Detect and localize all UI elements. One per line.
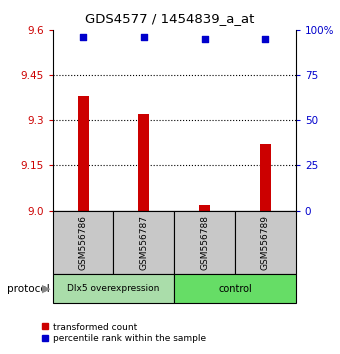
Text: ▶: ▶ (42, 284, 50, 293)
Bar (114, 211, 174, 274)
Bar (260, 144, 271, 211)
Bar (53, 274, 174, 303)
Text: GSM556786: GSM556786 (79, 215, 88, 270)
Point (80, 34, 86, 40)
Text: protocol: protocol (7, 284, 50, 293)
Bar (138, 114, 149, 211)
Text: GSM556789: GSM556789 (261, 215, 270, 270)
Text: GDS4577 / 1454839_a_at: GDS4577 / 1454839_a_at (85, 12, 255, 25)
Text: GSM556788: GSM556788 (200, 215, 209, 270)
Text: Dlx5 overexpression: Dlx5 overexpression (67, 284, 160, 293)
Bar (53, 211, 114, 274)
Text: control: control (218, 284, 252, 293)
Bar (199, 205, 210, 211)
Text: GSM556787: GSM556787 (139, 215, 148, 270)
Legend: transformed count, percentile rank within the sample: transformed count, percentile rank withi… (38, 319, 210, 347)
Bar (235, 211, 296, 274)
Bar (174, 274, 296, 303)
Bar (174, 211, 235, 274)
Point (263, 36, 268, 42)
Point (202, 36, 207, 42)
Bar (78, 96, 88, 211)
Point (141, 34, 147, 40)
